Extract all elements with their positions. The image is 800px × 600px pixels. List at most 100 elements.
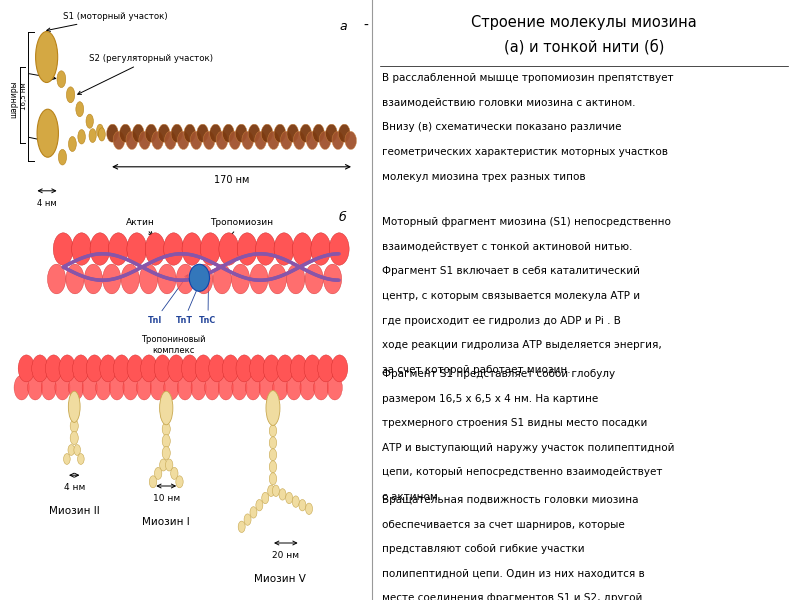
Ellipse shape — [68, 391, 80, 422]
Ellipse shape — [218, 375, 234, 400]
Ellipse shape — [273, 375, 288, 400]
Ellipse shape — [127, 233, 146, 265]
Ellipse shape — [164, 375, 179, 400]
Ellipse shape — [178, 131, 189, 149]
Ellipse shape — [176, 264, 194, 294]
Ellipse shape — [299, 499, 306, 511]
Ellipse shape — [194, 264, 213, 294]
Ellipse shape — [178, 375, 193, 400]
Ellipse shape — [114, 355, 130, 382]
Ellipse shape — [141, 355, 158, 382]
Ellipse shape — [294, 131, 305, 149]
Ellipse shape — [46, 355, 62, 382]
Text: представляют собой гибкие участки: представляют собой гибкие участки — [382, 544, 585, 554]
Ellipse shape — [68, 445, 74, 455]
Ellipse shape — [184, 124, 195, 142]
Ellipse shape — [150, 375, 166, 400]
Ellipse shape — [171, 124, 182, 142]
Ellipse shape — [191, 375, 206, 400]
Text: Внизу (в) схематически показано различие: Внизу (в) схематически показано различие — [382, 122, 622, 133]
Text: 4 нм: 4 нм — [63, 483, 85, 492]
Ellipse shape — [270, 437, 277, 449]
Ellipse shape — [98, 128, 106, 141]
Ellipse shape — [182, 355, 198, 382]
Ellipse shape — [162, 446, 170, 460]
Text: где происходит ее гидролиз до ADP и Pi . В: где происходит ее гидролиз до ADP и Pi .… — [382, 316, 621, 326]
Ellipse shape — [70, 419, 78, 433]
Ellipse shape — [306, 503, 313, 515]
Ellipse shape — [305, 264, 323, 294]
Text: Вращательная подвижность головки миозина: Вращательная подвижность головки миозина — [382, 495, 638, 505]
Ellipse shape — [182, 233, 202, 265]
Ellipse shape — [47, 264, 66, 294]
Ellipse shape — [160, 391, 173, 425]
Ellipse shape — [232, 375, 247, 400]
Ellipse shape — [238, 233, 257, 265]
Ellipse shape — [209, 355, 226, 382]
Text: цепи, который непосредственно взаимодействует: цепи, который непосредственно взаимодейс… — [382, 467, 662, 478]
Ellipse shape — [165, 131, 176, 149]
Ellipse shape — [262, 124, 273, 142]
Text: Тропомиозин: Тропомиозин — [210, 218, 274, 243]
Text: геометрических характеристик моторных участков: геометрических характеристик моторных уч… — [382, 147, 668, 157]
Ellipse shape — [277, 355, 294, 382]
Ellipse shape — [90, 233, 110, 265]
Ellipse shape — [216, 131, 228, 149]
Text: Моторный фрагмент миозина (S1) непосредственно: Моторный фрагмент миозина (S1) непосредс… — [382, 217, 671, 227]
Ellipse shape — [274, 124, 286, 142]
Ellipse shape — [304, 355, 321, 382]
Ellipse shape — [162, 422, 170, 436]
Ellipse shape — [37, 109, 58, 157]
Text: Миозин V: Миозин V — [254, 574, 306, 584]
Ellipse shape — [32, 355, 48, 382]
Text: ходе реакции гидролиза АТР выделяется энергия,: ходе реакции гидролиза АТР выделяется эн… — [382, 340, 662, 350]
Ellipse shape — [273, 485, 279, 497]
Ellipse shape — [86, 355, 102, 382]
Ellipse shape — [287, 124, 298, 142]
Ellipse shape — [190, 264, 210, 291]
Text: TnC: TnC — [199, 275, 217, 325]
Ellipse shape — [290, 355, 307, 382]
Text: 170 нм: 170 нм — [214, 175, 250, 185]
Ellipse shape — [213, 264, 231, 294]
Ellipse shape — [86, 114, 94, 128]
Ellipse shape — [96, 375, 111, 400]
Text: S2 (регуляторный участок): S2 (регуляторный участок) — [78, 54, 213, 94]
Ellipse shape — [286, 264, 305, 294]
Ellipse shape — [229, 131, 241, 149]
Ellipse shape — [248, 124, 260, 142]
Ellipse shape — [292, 496, 299, 508]
Ellipse shape — [97, 124, 103, 137]
Ellipse shape — [327, 375, 342, 400]
Ellipse shape — [102, 264, 121, 294]
Ellipse shape — [113, 131, 125, 149]
Ellipse shape — [314, 375, 329, 400]
Ellipse shape — [262, 492, 269, 504]
Ellipse shape — [345, 131, 357, 149]
Ellipse shape — [326, 124, 337, 142]
Ellipse shape — [100, 355, 116, 382]
Ellipse shape — [300, 124, 311, 142]
Ellipse shape — [268, 485, 274, 497]
Ellipse shape — [197, 124, 208, 142]
Text: Строение молекулы миозина: Строение молекулы миозина — [471, 15, 697, 30]
Ellipse shape — [323, 264, 342, 294]
Ellipse shape — [146, 233, 165, 265]
Text: TnI: TnI — [148, 275, 188, 325]
Ellipse shape — [18, 355, 34, 382]
Ellipse shape — [263, 355, 280, 382]
Ellipse shape — [59, 355, 75, 382]
Text: (а) и тонкой нити (б): (а) и тонкой нити (б) — [504, 39, 664, 55]
Ellipse shape — [162, 434, 170, 448]
Ellipse shape — [300, 375, 315, 400]
Ellipse shape — [84, 264, 102, 294]
Ellipse shape — [123, 375, 138, 400]
Ellipse shape — [152, 131, 163, 149]
Ellipse shape — [57, 71, 66, 88]
Text: шарниры: шарниры — [9, 80, 18, 118]
Ellipse shape — [127, 355, 144, 382]
Ellipse shape — [58, 149, 66, 165]
Ellipse shape — [164, 233, 183, 265]
Ellipse shape — [222, 355, 239, 382]
Ellipse shape — [70, 431, 78, 445]
